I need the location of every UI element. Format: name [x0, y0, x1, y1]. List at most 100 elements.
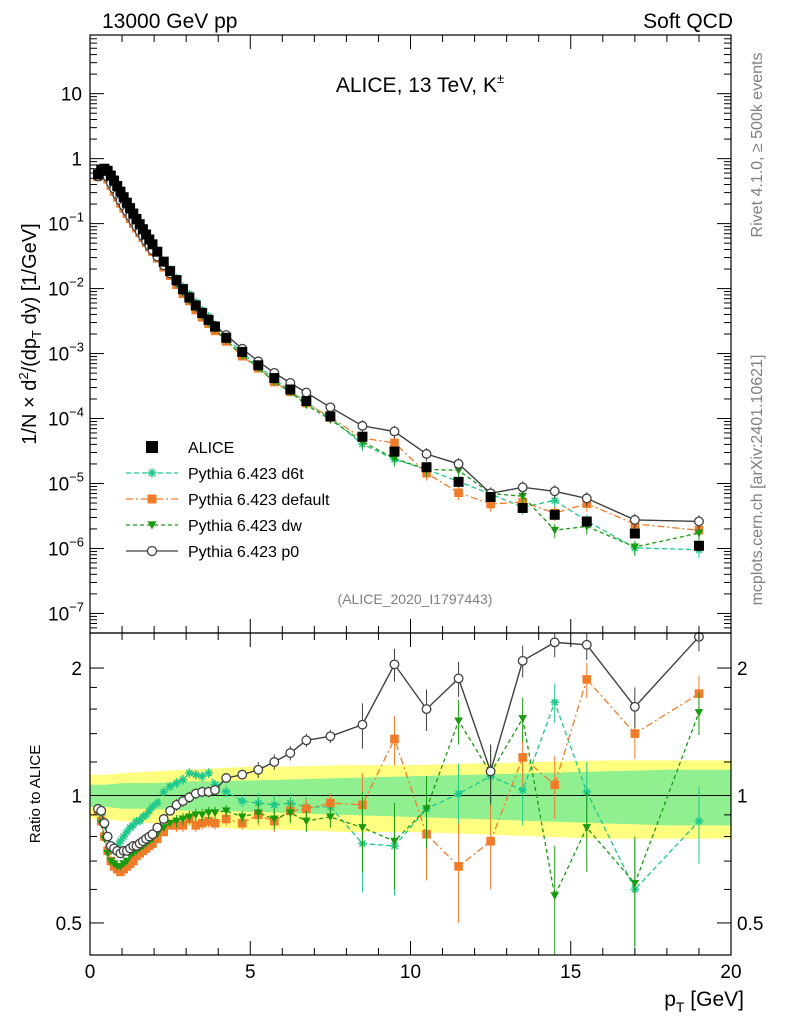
ratio-point-dw — [518, 715, 527, 723]
data-point-alice — [118, 192, 129, 203]
ratio-point-dw — [302, 817, 311, 826]
x-tick-label: 15 — [560, 962, 581, 983]
ratio-point-default — [326, 798, 335, 808]
ratio-point-d6t — [582, 787, 592, 797]
ratio-y-tick-label-right: 0.5 — [737, 914, 763, 935]
header-right: Soft QCD — [643, 10, 733, 33]
data-point-alice — [485, 491, 496, 502]
ratio-point-default — [191, 821, 201, 830]
data-point-alice — [517, 502, 528, 513]
ratio-band-inner — [90, 769, 731, 826]
data-point-alice — [121, 197, 132, 208]
data-point-p0 — [581, 493, 592, 504]
ratio-point-d6t — [185, 768, 194, 778]
ratio-point-default — [302, 804, 311, 814]
data-point-alice — [453, 476, 464, 487]
data-point-dw — [630, 543, 640, 552]
data-point-alice — [152, 246, 163, 257]
ratio-point-default — [550, 780, 560, 790]
y-tick-label: 10−5 — [48, 470, 84, 496]
ratio-point-dw — [253, 809, 263, 818]
ratio-point-p0 — [158, 814, 169, 824]
ratio-point-p0 — [210, 785, 220, 796]
data-point-alice — [134, 219, 145, 230]
ratio-point-dw — [172, 817, 181, 826]
ratio-point-d6t — [172, 778, 181, 788]
ratio-point-dw — [422, 805, 431, 814]
ratio-point-d6t — [204, 768, 213, 778]
legend-label-p0: Pythia 6.423 p0 — [188, 544, 299, 561]
ratio-point-p0 — [421, 704, 432, 715]
ratio-point-d6t — [454, 789, 463, 798]
data-point-alice — [131, 213, 142, 224]
data-point-default — [486, 499, 495, 509]
ratio-point-dw — [165, 819, 175, 828]
data-point-alice — [112, 180, 123, 191]
x-tick-label: 10 — [400, 962, 421, 983]
data-point-alice — [693, 540, 704, 551]
data-point-p0 — [389, 426, 400, 437]
data-point-d6t — [550, 496, 560, 505]
ratio-point-default — [204, 816, 213, 826]
data-point-alice — [177, 284, 188, 295]
y-tick-label: 1 — [71, 150, 82, 171]
data-point-alice — [109, 175, 120, 186]
y-tick-label: 10 — [61, 85, 82, 106]
ratio-point-dw — [178, 815, 188, 824]
y-tick-label: 10−6 — [48, 534, 84, 560]
ratio-point-dw — [358, 824, 367, 832]
ratio-point-p0 — [237, 769, 248, 780]
ratio-point-dw — [210, 809, 220, 818]
ratio-point-dw — [582, 824, 592, 832]
legend-marker-dw — [147, 521, 157, 530]
ratio-point-p0 — [221, 773, 232, 783]
ratio-point-dw — [286, 809, 295, 818]
ratio-point-default — [582, 675, 592, 684]
ratio-point-p0 — [325, 731, 336, 742]
ratio-point-d6t — [165, 782, 175, 791]
ratio-point-default — [210, 818, 220, 828]
data-point-alice — [357, 431, 368, 442]
data-point-alice — [197, 308, 208, 319]
x-axis-label: pT [GeV] — [664, 988, 744, 1015]
ratio-point-p0 — [102, 831, 113, 842]
ratio-point-default — [630, 729, 640, 738]
ratio-point-dw — [197, 811, 207, 820]
data-point-alice — [549, 509, 560, 520]
ratio-point-d6t — [237, 796, 247, 806]
ratio-point-p0 — [165, 805, 176, 816]
data-point-alice — [165, 266, 176, 277]
data-point-dw — [694, 529, 704, 538]
ratio-point-d6t — [221, 787, 231, 797]
legend-marker-alice — [146, 441, 158, 453]
ratio-point-p0 — [96, 805, 107, 816]
data-point-alice — [389, 446, 400, 457]
data-point-alice — [184, 292, 195, 303]
ratio-point-dw — [550, 892, 560, 900]
ratio-point-default — [197, 818, 207, 828]
ratio-point-d6t — [178, 775, 188, 784]
legend-marker-p0 — [146, 545, 158, 557]
data-point-alice — [269, 373, 280, 384]
ratio-y-tick-label-right: 1 — [737, 786, 748, 807]
y-tick-label: 10−2 — [48, 275, 84, 301]
legend-label-ALICE: ALICE — [188, 440, 234, 457]
data-point-p0 — [517, 482, 528, 493]
ratio-point-dw — [204, 809, 213, 818]
mcplots-source-label: mcplots.cern.ch [arXiv:2401.10621] — [749, 355, 766, 606]
ratio-point-dw — [185, 813, 194, 822]
legend-label-default: Pythia 6.423 default — [188, 492, 330, 509]
ratio-point-d6t — [694, 816, 704, 826]
ratio-point-default — [128, 856, 138, 866]
x-tick-label: 5 — [245, 962, 256, 983]
ratio-point-p0 — [269, 757, 280, 767]
data-point-p0 — [549, 486, 560, 497]
ratio-point-d6t — [153, 798, 162, 808]
ratio-point-dw — [630, 879, 640, 888]
ratio-point-default — [221, 814, 231, 824]
ratio-point-p0 — [357, 719, 368, 730]
ratio-point-p0 — [147, 829, 158, 840]
data-point-alice — [147, 239, 158, 250]
ratio-point-p0 — [99, 818, 110, 829]
ratio-point-d6t — [148, 802, 157, 812]
